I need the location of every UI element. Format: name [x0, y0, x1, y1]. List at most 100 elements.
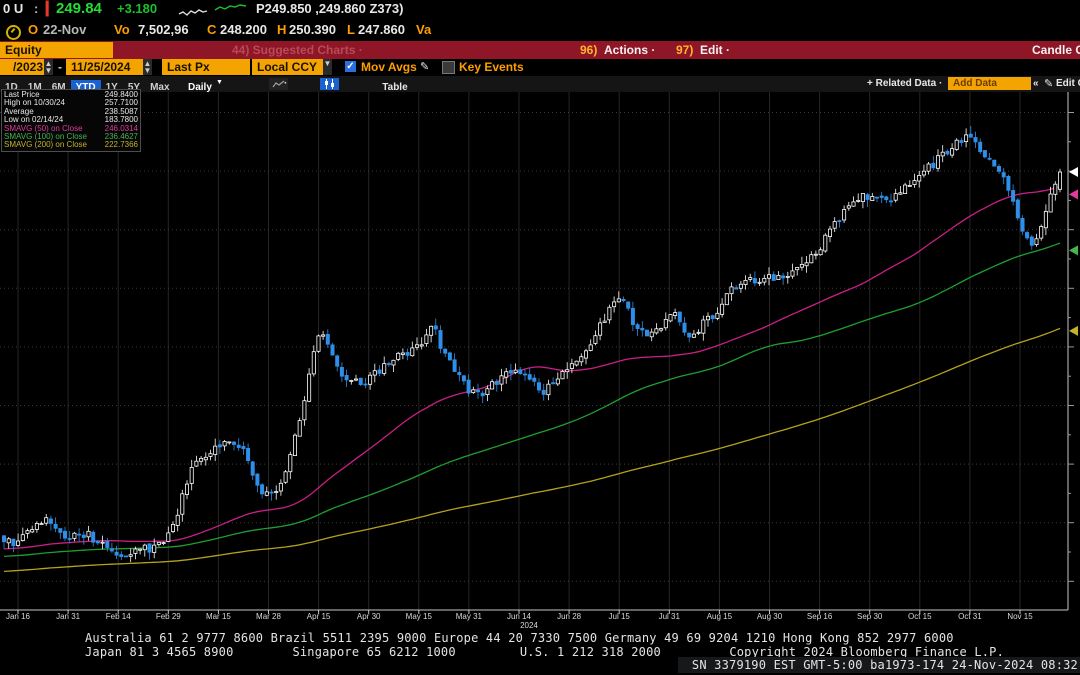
period-1d[interactable]: 1D	[5, 82, 18, 93]
x-axis-year-label: 2024	[520, 621, 538, 630]
price-chart-svg[interactable]	[0, 92, 1080, 614]
bid-ask-quote: P249.850 ,249.860 Z373)	[256, 1, 404, 16]
add-data-input[interactable]: Add Data	[948, 77, 1031, 90]
legend-row: SMAVG (50) on Close 246.0314	[4, 123, 138, 133]
x-tick-label: Jul 31	[658, 612, 680, 621]
x-tick-label: Apr 30	[356, 612, 381, 621]
open-label: O	[28, 22, 39, 37]
chip-separator-dot: ·	[284, 78, 288, 89]
volume-value: 7,502,96	[138, 22, 189, 37]
x-tick-label: Mar 15	[205, 612, 231, 621]
menu-bar: Equity 44) Suggested Charts · 96) Action…	[0, 41, 1080, 59]
chevron-down-icon[interactable]: ▼	[216, 79, 223, 86]
legend-row: High on 10/30/24 257.7100	[4, 98, 138, 108]
frequency-select[interactable]: Daily	[188, 82, 212, 93]
footer-session-info: SN 3379190 EST GMT-5:00 ba1973-174 24-No…	[677, 657, 1080, 673]
ticker-fragment: 0 U	[3, 1, 24, 16]
period-1y[interactable]: 1Y	[105, 82, 118, 93]
key-events-label: Key Events	[459, 60, 524, 74]
low-value: 247.860	[358, 22, 405, 37]
currency-select[interactable]: Local CCY	[252, 59, 328, 75]
price-tick-icon: ▎	[46, 1, 56, 16]
table-button[interactable]: Table	[382, 82, 408, 93]
mov-avgs-label: Mov Avgs	[361, 60, 417, 74]
x-tick-label: Jan 31	[56, 612, 81, 621]
screen-title: Candle C	[1032, 43, 1080, 57]
date-to-spinner-icon[interactable]: ▲ ▼	[143, 59, 152, 75]
suggested-charts-button[interactable]: 44) Suggested Charts ·	[232, 43, 363, 57]
quote-date: 22-Nov	[43, 22, 87, 37]
footer-phones-line2: Japan 81 3 4565 8900 Singapore 65 6212 1…	[85, 645, 1004, 659]
x-tick-label: Jan 16	[5, 612, 31, 621]
footer-japan: Japan 81 3 4565 8900	[85, 645, 234, 659]
currency-chevron-down-icon[interactable]: ▼	[323, 59, 332, 75]
close-value: 248.200	[220, 22, 267, 37]
x-tick-label: Jun 14	[506, 612, 532, 621]
actions-menu-num: 96)	[580, 43, 598, 57]
legend-row: Low on 02/14/24 183.7800	[4, 115, 138, 125]
date-from-spinner-icon[interactable]: ▲ ▼	[44, 59, 53, 75]
footer-session-line: SN 3379190 EST GMT-5:00 ba1973-174 24-No…	[677, 657, 1080, 673]
x-tick-label: Oct 31	[958, 612, 982, 621]
x-tick-label: Feb 29	[155, 612, 181, 621]
edit-chart-pencil-icon[interactable]: ✎	[1044, 78, 1054, 90]
edit-pencil-icon[interactable]: ✎	[420, 61, 430, 73]
x-tick-label: Jun 28	[557, 612, 582, 621]
x-tick-label: Jul 15	[608, 612, 630, 621]
x-axis-labels: Jan 16 Jan 31 Feb 14 Feb 29 Mar 15 Mar 28 Apr …	[0, 612, 1080, 632]
collapse-chevrons[interactable]: «	[1033, 78, 1039, 89]
footer-singapore: Singapore 65 6212 1000	[292, 645, 456, 659]
footer-phones-line1: Australia 61 2 9777 8600 Brazil 5511 239…	[85, 631, 954, 645]
price-change: +3.180	[117, 1, 158, 16]
sparkline-icon	[178, 5, 208, 17]
price-field-select[interactable]: Last Px	[162, 59, 250, 75]
date-range-dash: -	[58, 60, 62, 74]
period-bar: 1D 1M 6M YTD 1Y 5Y Max Daily ▼ · Table + Relat…	[0, 76, 1080, 95]
alert-gauge-icon[interactable]	[6, 25, 21, 40]
x-tick-label: Sep 16	[806, 612, 833, 621]
legend-row: SMAVG (100) on Close 236.4627	[4, 132, 138, 142]
date-from-input[interactable]: /2023	[0, 59, 48, 75]
high-value: 250.390	[289, 22, 336, 37]
line-chart-icon[interactable]	[269, 78, 289, 90]
controls-row: /2023 ▲ ▼ - 11/25/2024 ▲ ▼ Last Px Local C…	[0, 59, 1080, 76]
x-tick-label: Mar 28	[256, 612, 281, 621]
date-to-input[interactable]: 11/25/2024	[66, 59, 148, 75]
quote-ohlc-row: O 22-Nov Vo 7,502,96 C 248.200 H 250.390…	[0, 22, 1080, 41]
low-label: L	[347, 22, 355, 37]
quote-price-row: 0 U : ▎ 249.84 +3.180 P249.850 ,249.860 …	[0, 0, 1080, 21]
close-label: C	[207, 22, 217, 37]
legend-row: SMAVG (200) on Close 222.7366	[4, 140, 138, 150]
last-price: 249.84	[56, 0, 102, 17]
actions-menu[interactable]: Actions ·	[604, 43, 656, 57]
x-tick-label: Apr 15	[306, 612, 331, 621]
volume-label: Vo	[114, 22, 130, 37]
period-1m[interactable]: 1M	[27, 82, 42, 93]
x-tick-label: Feb 14	[105, 612, 131, 621]
footer-copyright: Copyright 2024 Bloomberg Finance L.P.	[729, 645, 1005, 659]
legend-row: Average 238.5087	[4, 106, 138, 116]
x-tick-label: May 31	[455, 612, 482, 621]
x-tick-label: Aug 30	[756, 612, 783, 621]
edit-menu[interactable]: Edit ·	[700, 43, 730, 57]
x-tick-label: Aug 15	[706, 612, 733, 621]
x-tick-label: Oct 15	[908, 612, 932, 621]
period-6m[interactable]: 6M	[51, 82, 66, 93]
x-tick-label: May 15	[405, 612, 432, 621]
va-label: Va	[416, 22, 432, 37]
edit-chart-button[interactable]: Edit C	[1056, 78, 1080, 89]
x-tick-label: Nov 15	[1007, 612, 1033, 621]
key-events-checkbox[interactable]	[442, 61, 455, 74]
period-5y[interactable]: 5Y	[127, 82, 141, 93]
period-max[interactable]: Max	[150, 82, 170, 93]
footer-us: U.S. 1 212 318 2000	[519, 645, 661, 659]
chart-legend: Last Price 249.8400 High on 10/30/24 257.71…	[1, 89, 141, 152]
high-label: H	[277, 22, 287, 37]
equity-tab[interactable]: Equity	[0, 42, 113, 58]
edit-menu-num: 97)	[676, 43, 694, 57]
legend-row: Last Price 249.8400	[4, 90, 138, 99]
candle-chart-icon[interactable]	[319, 78, 339, 90]
related-data-button[interactable]: + Related Data ·	[867, 78, 943, 89]
quote-separator: :	[34, 1, 39, 16]
mov-avgs-checkbox[interactable]: ✓	[345, 61, 356, 72]
